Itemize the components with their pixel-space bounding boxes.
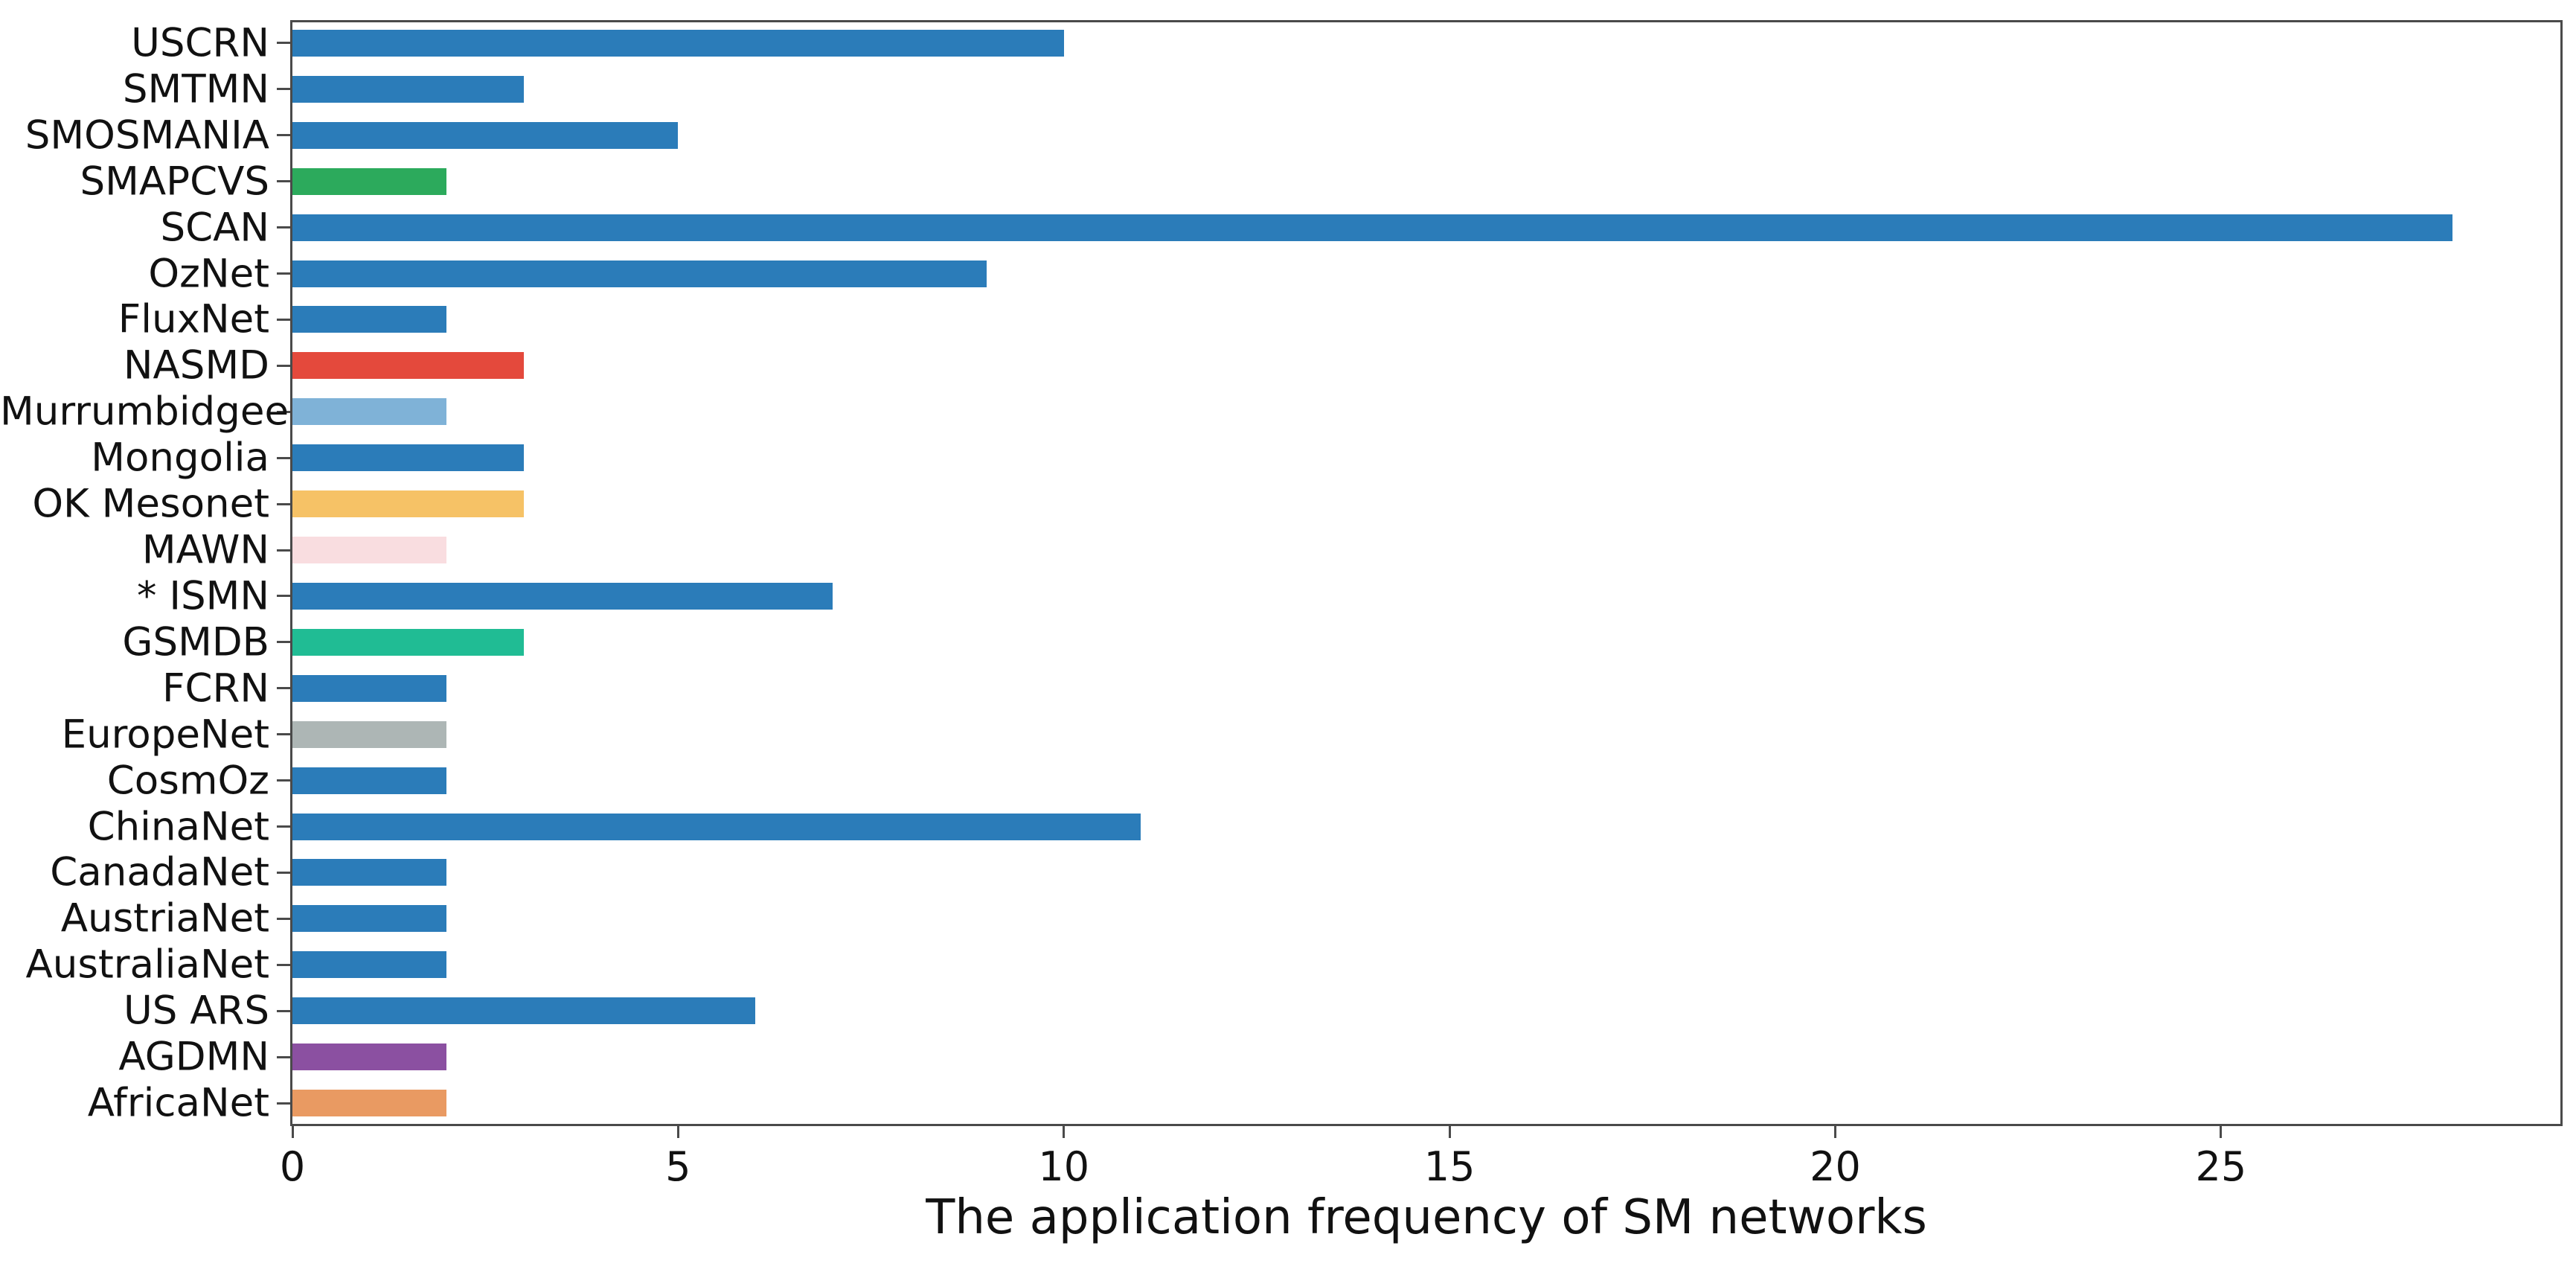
x-axis-label: The application frequency of SM networks (926, 1190, 1927, 1245)
y-tick (277, 825, 290, 828)
category-label: FCRN (162, 665, 269, 712)
category-label: FluxNet (118, 296, 269, 342)
bar (292, 767, 446, 794)
bar (292, 29, 1064, 57)
category-label: GSMDB (122, 619, 269, 665)
y-tick (277, 272, 290, 275)
bar (292, 720, 446, 748)
y-tick (277, 1102, 290, 1105)
bar (292, 582, 833, 610)
bar (292, 260, 987, 287)
category-label: AfricaNet (87, 1080, 269, 1126)
x-tick (1063, 1126, 1066, 1138)
bar (292, 813, 1141, 840)
y-tick (277, 595, 290, 598)
y-tick (277, 318, 290, 321)
y-tick (277, 42, 290, 45)
category-label: Mongolia (91, 435, 269, 481)
x-tick (2220, 1126, 2223, 1138)
category-label: US ARS (123, 988, 269, 1034)
category-label: OK Mesonet (32, 481, 269, 527)
bar (292, 951, 446, 979)
bar (292, 537, 446, 564)
category-label: AustriaNet (60, 895, 269, 942)
plot-area (290, 20, 2563, 1126)
bar (292, 905, 446, 933)
x-tick-label: 20 (1810, 1143, 1861, 1190)
y-tick (277, 549, 290, 552)
y-tick (277, 180, 290, 183)
bar (292, 1090, 446, 1117)
y-tick (277, 917, 290, 920)
y-tick (277, 963, 290, 966)
category-label: ChinaNet (87, 804, 269, 850)
x-tick (1833, 1126, 1836, 1138)
bar (292, 306, 446, 333)
y-tick (277, 641, 290, 644)
bar (292, 859, 446, 886)
bar (292, 674, 446, 702)
x-tick-label: 10 (1038, 1143, 1090, 1190)
bar (292, 490, 524, 518)
category-label: USCRN (131, 20, 269, 66)
x-tick (291, 1126, 294, 1138)
category-label: CosmOz (106, 758, 269, 804)
y-tick (277, 733, 290, 736)
category-label: SMOSMANIA (25, 112, 269, 159)
y-tick (277, 410, 290, 413)
x-tick (1448, 1126, 1451, 1138)
bar (292, 398, 446, 426)
category-label: SMAPCVS (80, 159, 270, 205)
bar (292, 444, 524, 472)
category-label: SCAN (160, 205, 269, 251)
y-tick (277, 456, 290, 459)
y-tick (277, 364, 290, 367)
y-tick (277, 1055, 290, 1058)
category-label: NASMD (123, 342, 269, 389)
x-tick-label: 25 (2195, 1143, 2247, 1190)
bar (292, 121, 678, 149)
y-tick (277, 502, 290, 505)
bar (292, 1044, 446, 1071)
y-tick (277, 226, 290, 229)
bar (292, 214, 2452, 241)
category-label: CanadaNet (50, 849, 269, 895)
category-label: * ISMN (137, 573, 269, 619)
category-label: OzNet (148, 251, 269, 297)
y-tick (277, 687, 290, 690)
category-label: AGDMN (118, 1034, 269, 1080)
y-tick (277, 134, 290, 137)
category-label: Murrumbidgee (0, 389, 289, 435)
x-tick-label: 0 (279, 1143, 306, 1190)
x-tick-label: 5 (665, 1143, 691, 1190)
category-label: EuropeNet (61, 712, 269, 758)
bar (292, 75, 524, 103)
y-tick (277, 779, 290, 782)
bar (292, 352, 524, 380)
bar (292, 628, 524, 656)
y-tick (277, 871, 290, 874)
y-tick (277, 1009, 290, 1012)
bar (292, 997, 755, 1025)
category-label: SMTMN (122, 66, 269, 112)
y-tick (277, 88, 290, 91)
category-label: MAWN (141, 527, 269, 573)
x-tick (676, 1126, 679, 1138)
category-label: AustraliaNet (25, 942, 269, 988)
x-tick-label: 15 (1423, 1143, 1476, 1190)
bar (292, 167, 446, 195)
